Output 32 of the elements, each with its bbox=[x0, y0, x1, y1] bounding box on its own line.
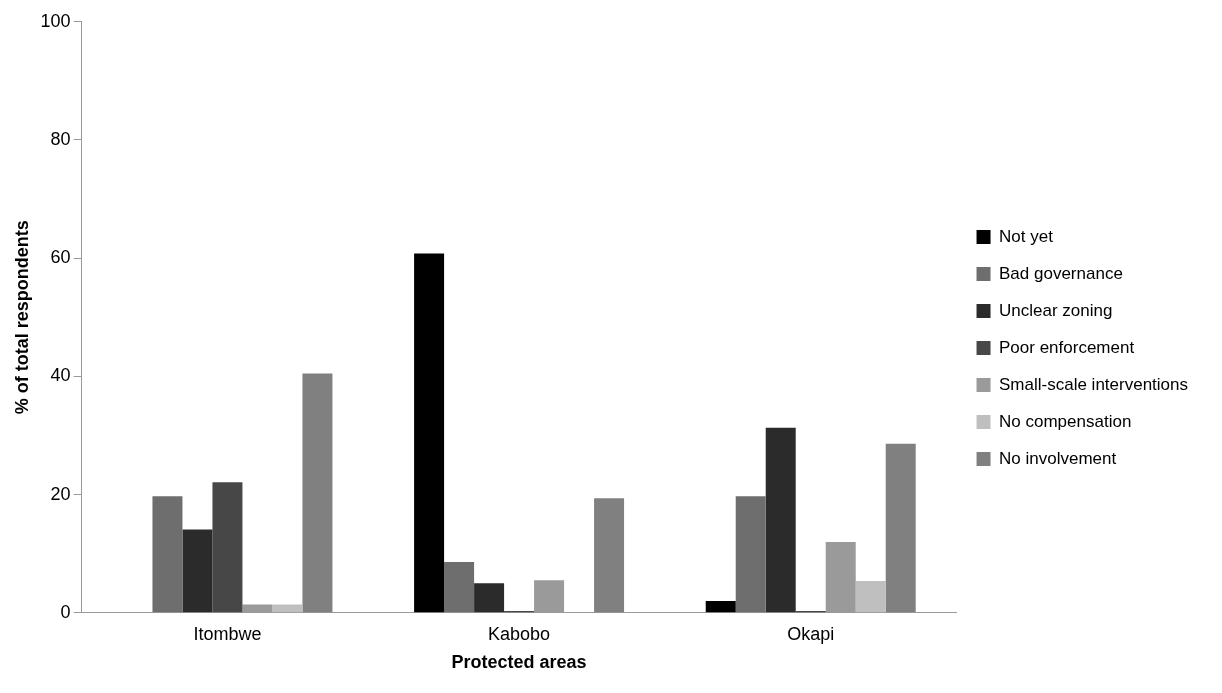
bar bbox=[735, 496, 766, 613]
bar bbox=[152, 496, 183, 613]
bar bbox=[855, 580, 886, 613]
x-tick-label: Okapi bbox=[787, 623, 835, 644]
x-axis-title: Protected areas bbox=[451, 652, 587, 673]
legend-label: No involvement bbox=[999, 448, 1117, 468]
bar bbox=[272, 604, 303, 613]
x-tick-label: Kabobo bbox=[488, 623, 551, 644]
y-tick-label: 40 bbox=[50, 365, 71, 386]
bar bbox=[885, 443, 916, 613]
bar bbox=[302, 373, 333, 613]
legend-label: Not yet bbox=[999, 226, 1054, 246]
y-axis-title: % of total respondents bbox=[11, 220, 32, 415]
legend-label: Unclear zoning bbox=[999, 300, 1113, 320]
y-tick-label: 60 bbox=[50, 247, 71, 268]
legend-label: Small-scale interventions bbox=[999, 374, 1188, 394]
bar bbox=[474, 583, 505, 613]
bar bbox=[705, 600, 736, 613]
x-tick-label: Itombwe bbox=[193, 623, 262, 644]
y-tick-label: 100 bbox=[40, 10, 71, 31]
bar bbox=[594, 498, 625, 613]
bar bbox=[414, 253, 445, 613]
bar bbox=[765, 427, 796, 613]
bar bbox=[444, 561, 475, 613]
y-tick-label: 80 bbox=[50, 128, 71, 149]
y-tick-label: 20 bbox=[50, 483, 71, 504]
legend-label: Bad governance bbox=[999, 263, 1123, 283]
y-tick-label: 0 bbox=[60, 601, 71, 622]
legend-label: Poor enforcement bbox=[999, 337, 1135, 357]
legend-label: No compensation bbox=[999, 411, 1132, 431]
bar bbox=[212, 482, 243, 613]
bar bbox=[182, 529, 213, 613]
